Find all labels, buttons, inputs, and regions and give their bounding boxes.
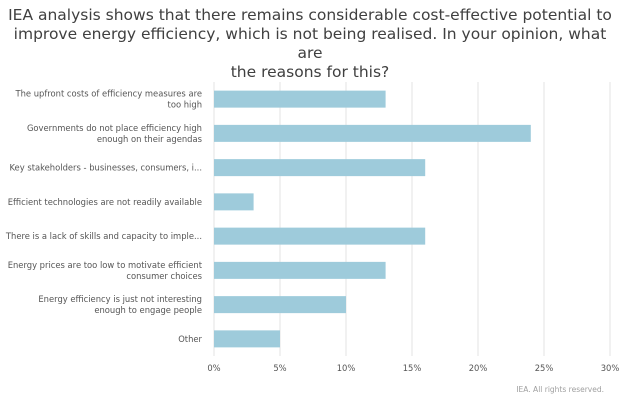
bar-5 (214, 261, 386, 279)
category-label-2: Key stakeholders - businesses, consumers… (9, 163, 202, 173)
category-label-5-line-1: consumer choices (126, 271, 202, 281)
category-label-0-line-1: too high (168, 100, 202, 110)
category-label-1-line-0: Governments do not place efficiency high (27, 123, 202, 133)
bar-0 (214, 90, 386, 108)
category-label-6: Energy efficiency is just not interestin… (38, 294, 202, 315)
bar-7 (214, 330, 280, 348)
category-label-4-line-0: There is a lack of skills and capacity t… (5, 231, 202, 241)
x-tick-label-0: 0% (207, 363, 220, 373)
bar-6 (214, 296, 346, 314)
category-label-7: Other (178, 334, 202, 344)
category-label-0: The upfront costs of efficiency measures… (14, 89, 202, 110)
category-label-1-line-1: enough on their agendas (97, 134, 202, 144)
copyright-credit: IEA. All rights reserved. (516, 385, 604, 394)
category-label-1: Governments do not place efficiency high… (27, 123, 202, 144)
category-label-3: Efficient technologies are not readily a… (8, 197, 202, 207)
bar-1 (214, 124, 531, 142)
bar-3 (214, 193, 254, 211)
category-label-0-line-0: The upfront costs of efficiency measures… (14, 89, 202, 99)
x-tick-label-1: 5% (273, 363, 286, 373)
category-label-4: There is a lack of skills and capacity t… (5, 231, 202, 241)
category-label-5-line-0: Energy prices are too low to motivate ef… (8, 260, 203, 270)
category-label-2-line-0: Key stakeholders - businesses, consumers… (9, 163, 202, 173)
x-tick-label-3: 15% (403, 363, 422, 373)
category-label-5: Energy prices are too low to motivate ef… (8, 260, 203, 281)
category-label-7-line-0: Other (178, 334, 202, 344)
x-tick-label-6: 30% (601, 363, 620, 373)
chart-title: IEA analysis shows that there remains co… (0, 6, 620, 82)
bar-2 (214, 159, 426, 177)
x-tick-label-5: 25% (535, 363, 554, 373)
chart-title-line-2: improve energy efficiency, which is not … (13, 25, 607, 62)
x-tick-label-4: 20% (469, 363, 488, 373)
x-tick-label-2: 10% (337, 363, 356, 373)
chart-title-line-3: the reasons for this? (230, 63, 390, 81)
category-label-3-line-0: Efficient technologies are not readily a… (8, 197, 202, 207)
chart-title-line-1: IEA analysis shows that there remains co… (8, 6, 612, 24)
category-label-6-line-1: enough to engage people (94, 305, 202, 315)
bar-4 (214, 227, 426, 245)
category-label-6-line-0: Energy efficiency is just not interestin… (38, 294, 202, 304)
